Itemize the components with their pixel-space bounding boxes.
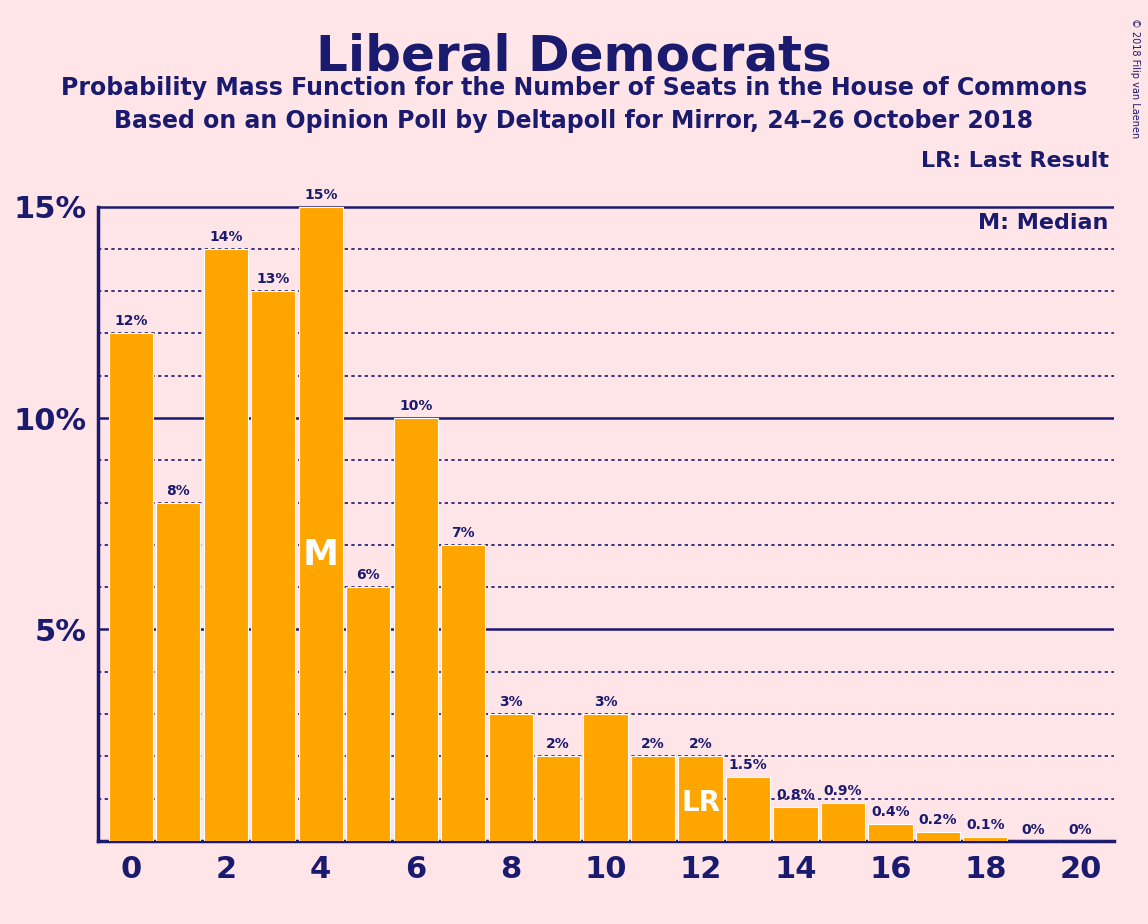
Text: 7%: 7% bbox=[451, 526, 475, 540]
Bar bbox=[489, 714, 533, 841]
Text: 1.5%: 1.5% bbox=[729, 759, 767, 772]
Bar bbox=[868, 824, 913, 841]
Text: 14%: 14% bbox=[209, 230, 242, 244]
Text: 0.8%: 0.8% bbox=[776, 788, 815, 802]
Text: 0%: 0% bbox=[1069, 823, 1092, 837]
Bar bbox=[203, 249, 248, 841]
Bar bbox=[821, 803, 866, 841]
Text: 2%: 2% bbox=[546, 737, 569, 751]
Bar bbox=[536, 756, 580, 841]
Text: 0.1%: 0.1% bbox=[967, 818, 1004, 832]
Text: Probability Mass Function for the Number of Seats in the House of Commons: Probability Mass Function for the Number… bbox=[61, 76, 1087, 100]
Bar bbox=[441, 545, 486, 841]
Bar bbox=[346, 587, 390, 841]
Bar bbox=[631, 756, 675, 841]
Text: 6%: 6% bbox=[356, 568, 380, 582]
Text: 0.4%: 0.4% bbox=[871, 805, 909, 819]
Text: LR: LR bbox=[681, 789, 720, 817]
Text: 15%: 15% bbox=[304, 188, 338, 201]
Text: 8%: 8% bbox=[166, 483, 191, 497]
Bar bbox=[916, 833, 960, 841]
Bar bbox=[963, 836, 1008, 841]
Bar bbox=[251, 291, 295, 841]
Text: © 2018 Filip van Laenen: © 2018 Filip van Laenen bbox=[1130, 18, 1140, 139]
Text: 0.9%: 0.9% bbox=[824, 784, 862, 797]
Text: 2%: 2% bbox=[642, 737, 665, 751]
Bar bbox=[156, 503, 201, 841]
Text: M: Median: M: Median bbox=[978, 213, 1109, 233]
Text: 10%: 10% bbox=[400, 399, 433, 413]
Text: 3%: 3% bbox=[594, 695, 618, 709]
Text: M: M bbox=[303, 539, 339, 573]
Bar bbox=[298, 207, 343, 841]
Text: 0.2%: 0.2% bbox=[918, 813, 957, 827]
Bar bbox=[774, 807, 817, 841]
Text: 12%: 12% bbox=[114, 314, 148, 328]
Text: 2%: 2% bbox=[689, 737, 713, 751]
Bar bbox=[726, 777, 770, 841]
Text: 3%: 3% bbox=[499, 695, 522, 709]
Bar bbox=[394, 418, 437, 841]
Text: LR: Last Result: LR: Last Result bbox=[921, 151, 1109, 171]
Text: Based on an Opinion Poll by Deltapoll for Mirror, 24–26 October 2018: Based on an Opinion Poll by Deltapoll fo… bbox=[115, 109, 1033, 133]
Text: Liberal Democrats: Liberal Democrats bbox=[316, 32, 832, 80]
Text: 13%: 13% bbox=[256, 273, 290, 286]
Bar bbox=[109, 334, 153, 841]
Text: 0%: 0% bbox=[1021, 823, 1045, 837]
Bar bbox=[678, 756, 722, 841]
Bar bbox=[583, 714, 628, 841]
